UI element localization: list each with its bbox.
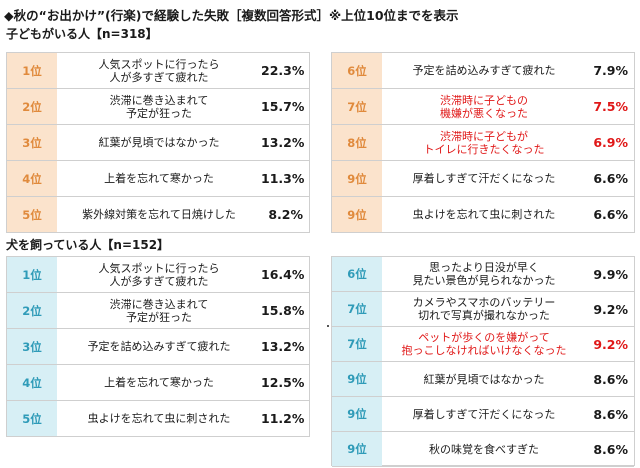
rank-cell: 7位	[332, 89, 382, 124]
table-row: 3位 紅葉が見頃ではなかった 13.2%	[7, 125, 309, 161]
rank-cell: 2位	[7, 89, 57, 124]
table-row: 2位 渋滞に巻き込まれて 予定が狂った 15.8%	[7, 293, 309, 329]
item-label: 厚着しすぎて汗だくになった	[412, 407, 556, 421]
children-table-left: 1位 人気スポットに行ったら 人が多すぎて疲れた 22.3% 2位 渋滞に巻き込まれて …	[6, 52, 310, 233]
table-row: 3位 予定を詰め込みすぎて疲れた 13.2%	[7, 329, 309, 365]
table-row: 7位 ペットが歩くのを嫌がって 抱っこしなければいけなくなった 9.2%	[332, 327, 634, 362]
table-row: 7位 カメラやスマホのバッテリー 切れで写真が撮れなかった 9.2%	[332, 292, 634, 327]
section-title-dog: 犬を飼っている人【n=152】	[6, 238, 170, 252]
rank-cell: 9位	[332, 197, 382, 232]
rank-cell: 8位	[332, 125, 382, 160]
table-row: 8位 渋滞時に子どもが トイレに行きたくなった 6.9%	[332, 125, 634, 161]
section-title-children: 子どもがいる人【n=318】	[6, 27, 158, 41]
dog-table-right: 6位 思ったより日没が早く 見たい景色が見られなかった 9.9% 7位 カメラやスマホの…	[331, 256, 635, 467]
item-value: 6.6%	[593, 207, 628, 222]
item-value: 13.2%	[261, 339, 305, 354]
rank-cell: 5位	[7, 401, 57, 436]
rank-cell: 6位	[332, 257, 382, 291]
item-label: 紅葉が見頃ではなかった	[98, 136, 220, 149]
table-row: 5位 紫外線対策を忘れて日焼けした 8.2%	[7, 197, 309, 233]
item-value: 11.3%	[261, 171, 305, 186]
table-row: 9位 厚着しすぎて汗だくになった 8.6%	[332, 397, 634, 432]
table-row: 4位 上着を忘れて寒かった 11.3%	[7, 161, 309, 197]
table-row: 9位 紅葉が見頃ではなかった 8.6%	[332, 362, 634, 397]
item-value: 15.7%	[261, 99, 305, 114]
item-label: カメラやスマホのバッテリー 切れで写真が撮れなかった	[412, 296, 556, 322]
item-label: 虫よけを忘れて虫に刺された	[87, 412, 231, 425]
rank-cell: 6位	[332, 53, 382, 88]
item-label: 紫外線対策を忘れて日焼けした	[82, 208, 236, 221]
rank-cell: 9位	[332, 397, 382, 431]
item-label: 渋滞に巻き込まれて 予定が狂った	[109, 297, 209, 324]
item-value: 9.2%	[593, 336, 628, 352]
item-value: 9.2%	[593, 301, 628, 317]
item-label: 紅葉が見頃ではなかった	[423, 372, 545, 386]
table-row: 6位 予定を詰め込みすぎて疲れた 7.9%	[332, 53, 634, 89]
children-table-right: 6位 予定を詰め込みすぎて疲れた 7.9% 7位 渋滞時に子どもの 機嫌が悪くなった 7.…	[331, 52, 635, 233]
item-label: 渋滞時に子どもが トイレに行きたくなった	[423, 129, 545, 156]
item-value: 8.6%	[593, 441, 628, 457]
item-value: 8.6%	[593, 406, 628, 422]
item-label: ペットが歩くのを嫌がって 抱っこしなければいけなくなった	[401, 331, 567, 357]
item-value: 6.9%	[593, 135, 628, 150]
table-row: 9位 虫よけを忘れて虫に刺された 6.6%	[332, 197, 634, 233]
item-value: 7.5%	[593, 99, 628, 114]
rank-cell: 7位	[332, 292, 382, 326]
rank-cell: 3位	[7, 329, 57, 364]
item-value: 11.2%	[261, 411, 305, 426]
item-value: 8.6%	[593, 371, 628, 387]
item-label: 予定を詰め込みすぎて疲れた	[412, 64, 556, 77]
item-value: 15.8%	[261, 303, 305, 318]
item-label: 秋の味覚を食べすぎた	[429, 442, 539, 456]
rank-cell: 2位	[7, 293, 57, 328]
rank-cell: 9位	[332, 161, 382, 196]
table-row: 4位 上着を忘れて寒かった 12.5%	[7, 365, 309, 401]
item-value: 6.6%	[593, 171, 628, 186]
item-value: 8.2%	[268, 207, 303, 222]
item-label: 思ったより日没が早く 見たい景色が見られなかった	[412, 261, 556, 287]
rank-cell: 7位	[332, 327, 382, 361]
item-label: 上着を忘れて寒かった	[104, 376, 214, 389]
item-value: 9.9%	[593, 266, 628, 282]
item-label: 渋滞時に子どもの 機嫌が悪くなった	[440, 93, 528, 120]
item-value: 13.2%	[261, 135, 305, 150]
item-value: 16.4%	[261, 267, 305, 282]
table-row: 6位 思ったより日没が早く 見たい景色が見られなかった 9.9%	[332, 257, 634, 292]
item-label: 渋滞に巻き込まれて 予定が狂った	[109, 93, 209, 120]
item-label: 人気スポットに行ったら 人が多すぎて疲れた	[98, 261, 220, 288]
table-row: 7位 渋滞時に子どもの 機嫌が悪くなった 7.5%	[332, 89, 634, 125]
item-label: 上着を忘れて寒かった	[104, 172, 214, 185]
rank-cell: 4位	[7, 161, 57, 196]
item-label: 虫よけを忘れて虫に刺された	[412, 208, 556, 221]
table-row: 1位 人気スポットに行ったら 人が多すぎて疲れた 16.4%	[7, 257, 309, 293]
item-value: 7.9%	[593, 63, 628, 78]
item-label: 人気スポットに行ったら 人が多すぎて疲れた	[98, 57, 220, 84]
item-label: 予定を詰め込みすぎて疲れた	[87, 340, 231, 353]
rank-cell: 4位	[7, 365, 57, 400]
table-row: 9位 秋の味覚を食べすぎた 8.6%	[332, 432, 634, 467]
rank-cell: 1位	[7, 53, 57, 88]
rank-cell: 9位	[332, 432, 382, 466]
item-label: 厚着しすぎて汗だくになった	[412, 172, 556, 185]
dog-table-left: 1位 人気スポットに行ったら 人が多すぎて疲れた 16.4% 2位 渋滞に巻き込まれて …	[6, 256, 310, 437]
item-value: 22.3%	[261, 63, 305, 78]
table-row: 1位 人気スポットに行ったら 人が多すぎて疲れた 22.3%	[7, 53, 309, 89]
rank-cell: 5位	[7, 197, 57, 232]
stray-dot	[327, 325, 329, 327]
rank-cell: 1位	[7, 257, 57, 292]
page-title: ◆秋の“お出かけ”(行楽)で経験した失敗［複数回答形式］※上位10位までを表示	[4, 8, 459, 23]
table-row: 2位 渋滞に巻き込まれて 予定が狂った 15.7%	[7, 89, 309, 125]
item-value: 12.5%	[261, 375, 305, 390]
table-row: 5位 虫よけを忘れて虫に刺された 11.2%	[7, 401, 309, 437]
table-row: 9位 厚着しすぎて汗だくになった 6.6%	[332, 161, 634, 197]
rank-cell: 9位	[332, 362, 382, 396]
rank-cell: 3位	[7, 125, 57, 160]
